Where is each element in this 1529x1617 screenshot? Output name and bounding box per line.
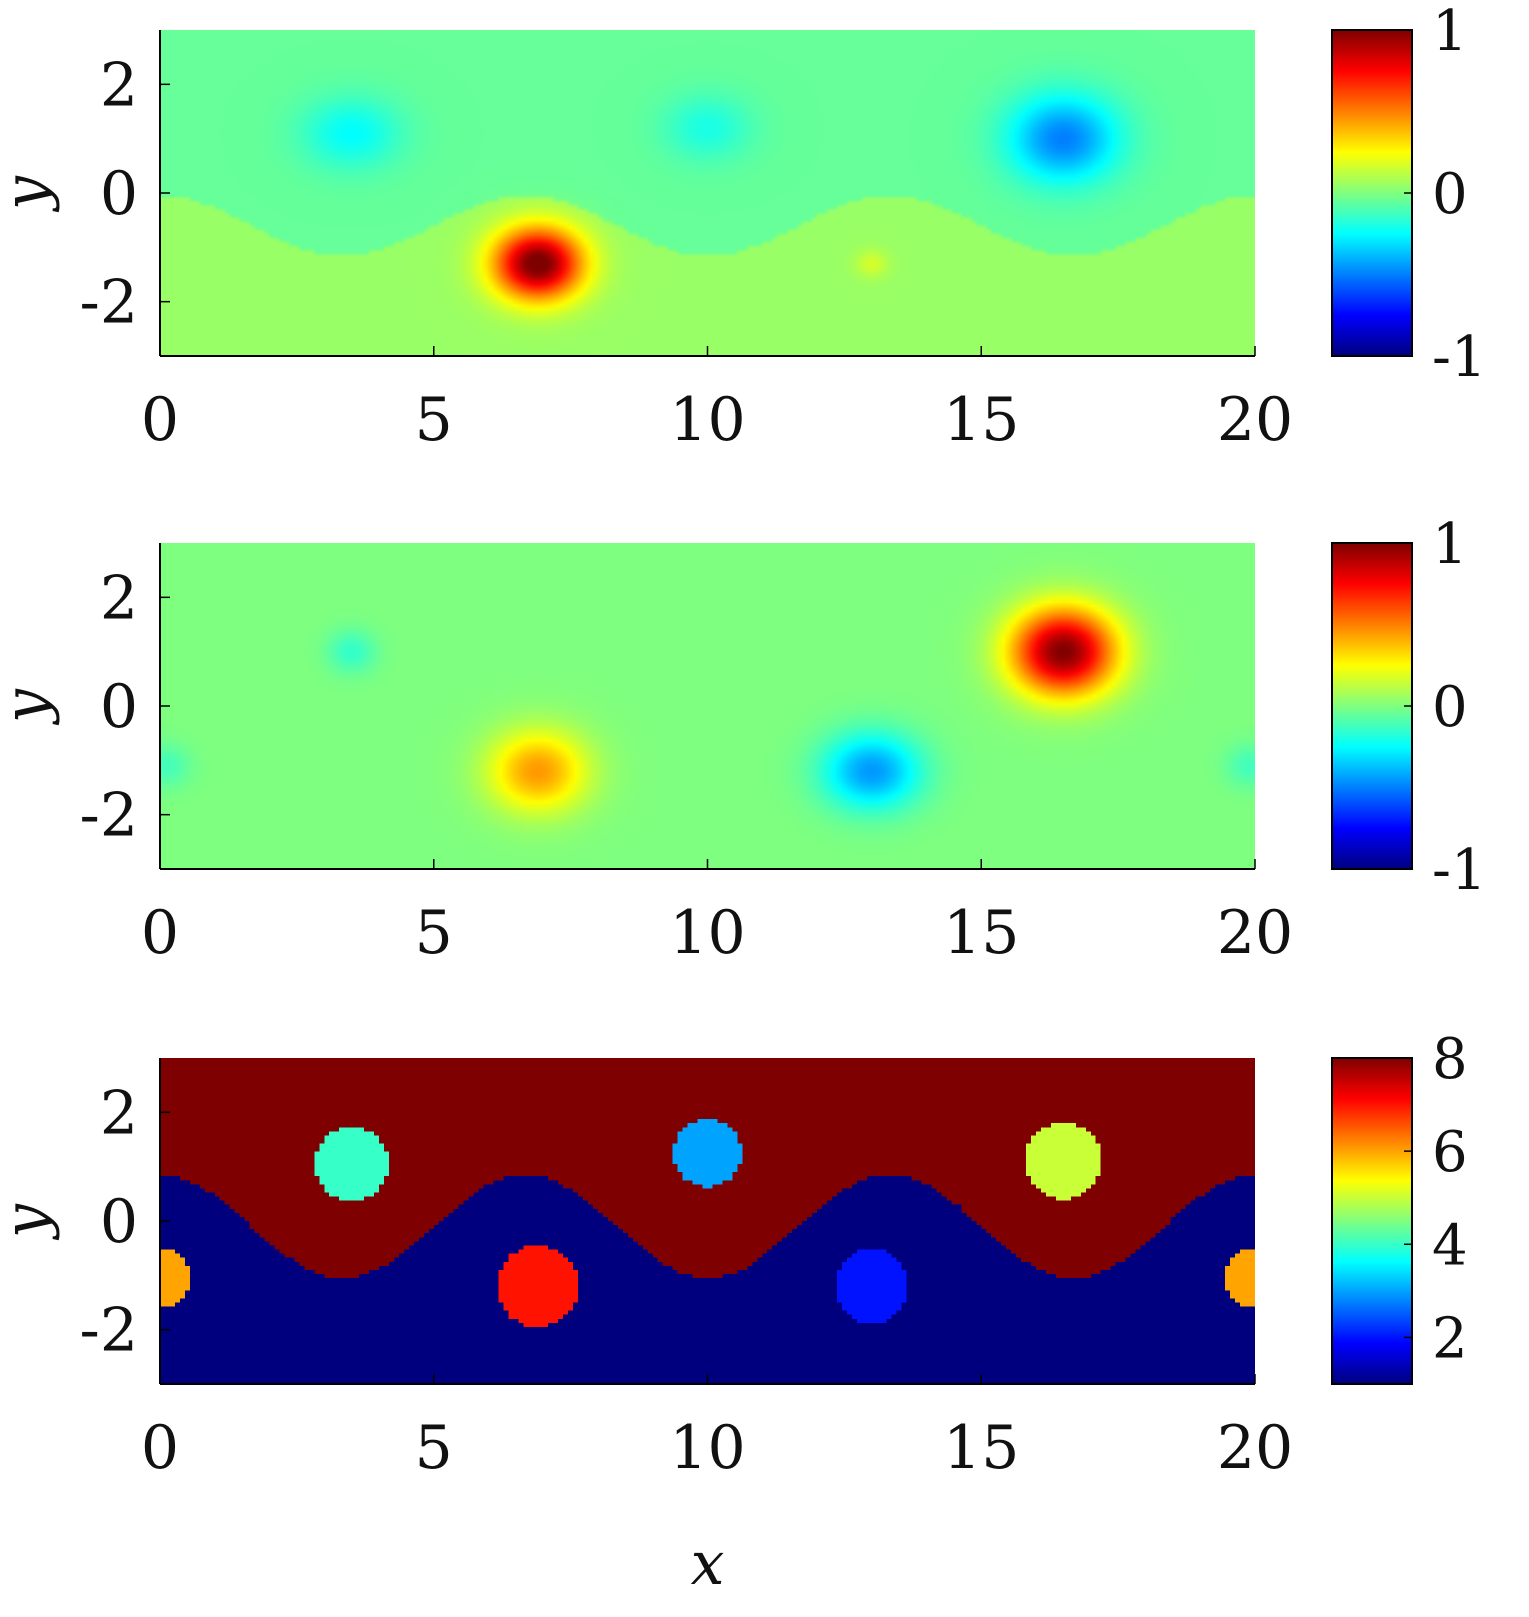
x-tick-label: 10 [669,898,745,968]
colorbar-tick-label: 1 [1432,512,1468,577]
x-axis-title: x [691,1529,725,1599]
colorbar-gradient [1331,1057,1413,1385]
x-tick-label: 10 [669,1413,745,1483]
x-tick-label: 5 [415,385,453,455]
colorbar-tick-label: 4 [1432,1213,1468,1278]
x-tick-label: 0 [141,385,179,455]
y-axis-title: y [0,688,61,726]
colorbar: 2 4 6 8 [1331,1027,1468,1385]
colorbar-tick-label: 8 [1432,1027,1468,1092]
heatmap-field [160,30,1255,356]
x-tick-label: 15 [943,385,1019,455]
y-tick-label: 0 [100,159,138,229]
y-tick-label: 2 [100,1078,138,1148]
y-tick-label: -2 [80,781,138,851]
x-tick-label: 20 [1217,1413,1293,1483]
y-axis-title: y [0,1203,61,1241]
y-tick-label: 2 [100,563,138,633]
x-tick-label: 0 [141,898,179,968]
x-tick-label: 5 [415,1413,453,1483]
colorbar-tick-label: 2 [1432,1306,1468,1371]
x-tick-label: 20 [1217,898,1293,968]
y-axis-title: y [0,175,61,213]
x-tick-label: 0 [141,1413,179,1483]
colorbar: -1 0 1 [1331,0,1487,390]
colorbar-gradient [1331,29,1413,357]
y-tick-label: 0 [100,672,138,742]
colorbar: -1 0 1 [1331,512,1487,903]
x-tick-label: 20 [1217,385,1293,455]
y-tick-label: -2 [80,268,138,338]
colorbar-tick-label: -1 [1432,325,1487,390]
y-tick-label: 0 [100,1187,138,1257]
x-tick-label: 5 [415,898,453,968]
y-tick-label: 2 [100,50,138,120]
colorbar-tick-label: 0 [1432,162,1468,227]
heatmap-field [160,1058,1255,1384]
colorbar-tick-label: 6 [1432,1120,1468,1185]
x-tick-label: 15 [943,1413,1019,1483]
x-tick-label: 10 [669,385,745,455]
colorbar-tick-label: -1 [1432,838,1487,903]
y-tick-label: -2 [80,1296,138,1366]
colorbar-tick-label: 0 [1432,675,1468,740]
x-tick-label: 15 [943,898,1019,968]
heatmap-field [160,543,1255,869]
colorbar-gradient [1331,542,1413,870]
colorbar-tick-label: 1 [1432,0,1468,64]
